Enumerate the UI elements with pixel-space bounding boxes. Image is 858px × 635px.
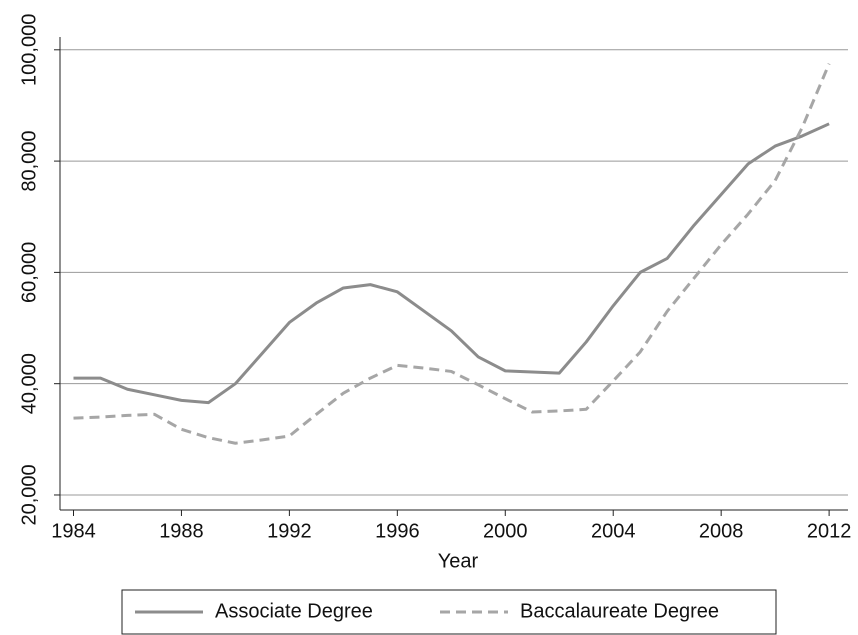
legend-label: Baccalaureate Degree [520, 600, 719, 622]
y-tick-label: 60,000 [18, 242, 40, 303]
y-tick-label: 80,000 [18, 131, 40, 192]
x-tick-label: 2012 [807, 520, 852, 542]
legend-label: Associate Degree [215, 600, 373, 622]
series-line [73, 122, 830, 405]
x-tick-label: 1988 [159, 520, 204, 542]
x-tick-label: 2008 [699, 520, 744, 542]
x-tick-label: 1992 [267, 520, 312, 542]
y-tick-label: 20,000 [18, 464, 40, 525]
x-tick-label: 1984 [51, 520, 96, 542]
x-tick-label: 2004 [591, 520, 636, 542]
y-tick-label: 40,000 [18, 353, 40, 414]
plot-area [60, 37, 848, 510]
x-tick-label: 1996 [375, 520, 420, 542]
y-tick-label: 100,000 [18, 14, 40, 86]
x-axis-label: Year [438, 550, 479, 572]
x-tick-label: 2000 [483, 520, 528, 542]
series-line [73, 63, 831, 445]
